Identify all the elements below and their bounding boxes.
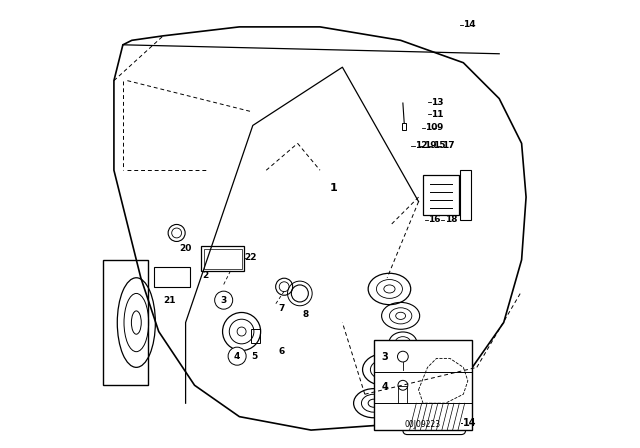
- Text: 2: 2: [203, 271, 209, 280]
- Ellipse shape: [131, 311, 141, 334]
- Bar: [460, 170, 471, 220]
- Text: 22: 22: [244, 253, 257, 262]
- Bar: [403, 123, 406, 130]
- Text: 12: 12: [415, 141, 428, 150]
- Bar: [251, 329, 260, 343]
- Text: 3: 3: [221, 296, 227, 305]
- Text: 8: 8: [303, 310, 309, 319]
- Text: 17: 17: [442, 141, 454, 150]
- Bar: [374, 340, 472, 430]
- Text: 15: 15: [433, 141, 445, 150]
- Text: 1: 1: [330, 183, 337, 193]
- Text: 20: 20: [179, 244, 191, 253]
- Text: 5: 5: [251, 352, 257, 361]
- Bar: [204, 249, 242, 269]
- Ellipse shape: [379, 365, 391, 374]
- Text: 4: 4: [382, 382, 388, 392]
- Bar: [423, 175, 459, 215]
- Text: 18: 18: [445, 215, 457, 224]
- Text: 14: 14: [463, 20, 476, 29]
- Text: 21: 21: [164, 296, 176, 305]
- Text: 14: 14: [463, 418, 477, 428]
- Ellipse shape: [384, 285, 395, 293]
- Ellipse shape: [368, 399, 380, 407]
- Bar: [103, 260, 148, 385]
- Text: 9: 9: [436, 123, 443, 132]
- Text: 11: 11: [431, 110, 444, 119]
- Text: 7: 7: [278, 304, 284, 313]
- Text: 19: 19: [424, 141, 436, 150]
- Text: 10: 10: [425, 123, 438, 132]
- Text: 6: 6: [279, 347, 285, 356]
- Text: 00J09223: 00J09223: [405, 420, 441, 429]
- Text: 3: 3: [382, 352, 388, 362]
- Text: 4: 4: [234, 352, 240, 361]
- Ellipse shape: [237, 327, 246, 336]
- Ellipse shape: [396, 312, 406, 319]
- Text: 13: 13: [431, 98, 444, 107]
- Bar: [154, 267, 190, 287]
- Text: 16: 16: [428, 215, 441, 224]
- Bar: [398, 386, 408, 403]
- Bar: [202, 246, 244, 271]
